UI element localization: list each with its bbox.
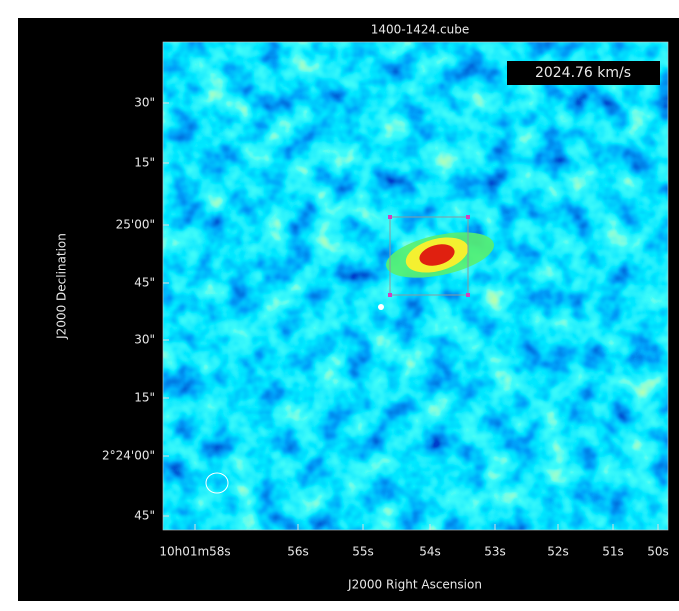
x-tick-label: 54s (419, 545, 441, 559)
marker (378, 304, 384, 310)
x-tick-label: 56s (287, 545, 309, 559)
x-tick-label: 55s (352, 545, 374, 559)
y-tick-label: 45" (134, 276, 155, 290)
x-tick-label: 53s (484, 545, 506, 559)
y-tick-label: 30" (134, 333, 155, 347)
y-tick-label: 30" (134, 96, 155, 110)
image-title: 1400-1424.cube (371, 23, 469, 37)
x-tick-label: 52s (547, 545, 569, 559)
image-noise (163, 42, 668, 530)
y-tick-label: 25'00" (116, 218, 155, 232)
y-tick-label: 45" (134, 509, 155, 523)
channel-image (163, 42, 668, 530)
viewer: 1400-1424.cube 2024.76 km/s J2000 Declin… (0, 0, 679, 611)
velocity-label: 2024.76 km/s (535, 65, 631, 81)
x-tick-label: 10h01m58s (159, 545, 230, 559)
x-tick-label: 50s (647, 545, 669, 559)
y-tick-label: 15" (134, 156, 155, 170)
y-axis-label: J2000 Declination (55, 233, 69, 340)
x-tick-label: 51s (602, 545, 624, 559)
y-tick-label: 15" (134, 391, 155, 405)
y-tick-label: 2°24'00" (102, 449, 155, 463)
x-axis-label: J2000 Right Ascension (347, 578, 482, 592)
